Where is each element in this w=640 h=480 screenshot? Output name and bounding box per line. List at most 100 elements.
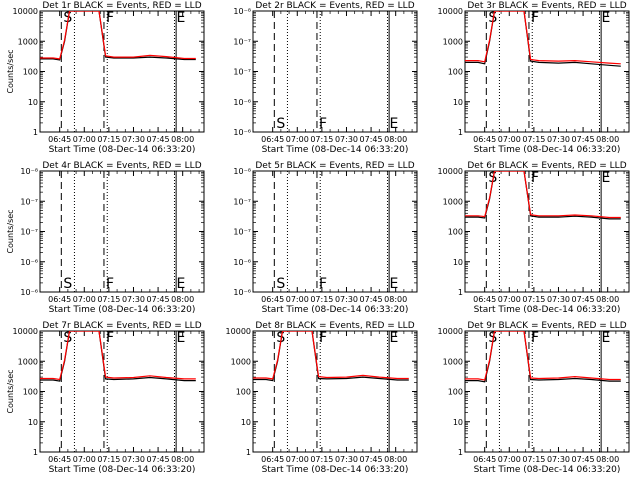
- y-tick-label: 10: [453, 418, 463, 427]
- panel-title: Det 7r BLACK = Events, RED = LLD: [42, 321, 201, 331]
- plot-frame: [39, 10, 205, 133]
- plot-frame: [464, 10, 630, 133]
- y-tick-label: 1000: [443, 37, 463, 46]
- time-marker-label: S: [276, 276, 285, 292]
- y-tick-label: 10000: [438, 167, 463, 176]
- panel-2: Det 2r BLACK = Events, RED = LLD 10⁻⁶ 10⁻⁶…: [233, 1, 418, 155]
- y-tick-label: 10000: [438, 7, 463, 16]
- x-tick-label: 07:15: [97, 135, 120, 144]
- plot-frame: [39, 330, 205, 453]
- x-axis-label: Start Time (08-Dec-14 06:33:20): [262, 465, 409, 475]
- y-tick-label: 100: [23, 68, 38, 77]
- y-tick-label: 10⁻⁷: [233, 37, 251, 46]
- x-tick-label: 07:15: [310, 295, 333, 304]
- time-marker-label: F: [531, 10, 539, 26]
- time-marker-label: S: [276, 116, 285, 132]
- series-line-lld: [465, 11, 621, 65]
- x-axis-label: Start Time (08-Dec-14 06:33:20): [49, 145, 196, 155]
- x-tick-label: 06:45: [473, 295, 496, 304]
- y-tick-label: 10: [453, 98, 463, 107]
- plot-frame: [252, 10, 418, 133]
- x-axis-label: Start Time (08-Dec-14 06:33:20): [49, 305, 196, 315]
- y-tick-label: 100: [448, 228, 463, 237]
- y-tick-label: 10: [28, 418, 38, 427]
- x-tick-label: 08:00: [596, 135, 619, 144]
- time-marker-label: E: [176, 330, 185, 346]
- y-tick-label: 100: [236, 388, 251, 397]
- time-marker-label: E: [176, 276, 185, 292]
- x-tick-label: 07:00: [498, 135, 521, 144]
- x-axis-label: Start Time (08-Dec-14 06:33:20): [474, 145, 621, 155]
- x-tick-label: 07:15: [310, 455, 333, 464]
- time-marker-label: E: [389, 116, 398, 132]
- y-tick-label: 100: [448, 68, 463, 77]
- time-marker-label: F: [106, 330, 114, 346]
- x-tick-label: 08:00: [596, 295, 619, 304]
- time-marker-label: F: [319, 276, 327, 292]
- x-tick-label: 07:45: [572, 135, 595, 144]
- panel-title: Det 1r BLACK = Events, RED = LLD: [42, 1, 201, 11]
- x-tick-label: 07:00: [73, 455, 96, 464]
- series-line-lld: [40, 331, 196, 381]
- series-line-lld: [465, 171, 621, 219]
- panel-title: Det 6r BLACK = Events, RED = LLD: [467, 161, 626, 171]
- y-tick-label: 10: [28, 98, 38, 107]
- y-tick-label: 1: [458, 448, 463, 457]
- y-axis-label: Counts/sec: [6, 49, 15, 93]
- x-tick-label: 08:00: [596, 455, 619, 464]
- x-axis-label: Start Time (08-Dec-14 06:33:20): [262, 305, 409, 315]
- y-tick-label: 1: [458, 288, 463, 297]
- panel-title: Det 5r BLACK = Events, RED = LLD: [255, 161, 414, 171]
- panel-3: Det 3r BLACK = Events, RED = LLD 1 10 100 10…: [438, 1, 630, 155]
- y-tick-label: 10: [453, 258, 463, 267]
- panel-title: Det 9r BLACK = Events, RED = LLD: [467, 321, 626, 331]
- panel-4: Det 4r BLACK = Events, RED = LLD 10⁻⁶ 10⁻⁶…: [6, 161, 205, 315]
- panel-6: Det 6r BLACK = Events, RED = LLD 1 10 100 10…: [438, 161, 630, 315]
- y-tick-label: 1: [458, 128, 463, 137]
- y-tick-label: 10000: [13, 7, 38, 16]
- plot-frame: [252, 170, 418, 293]
- time-marker-label: E: [176, 10, 185, 26]
- x-tick-label: 07:30: [547, 295, 570, 304]
- panel-5: Det 5r BLACK = Events, RED = LLD 10⁻⁶ 10⁻⁶…: [233, 161, 418, 315]
- x-tick-label: 07:45: [360, 295, 383, 304]
- x-tick-label: 07:30: [122, 295, 145, 304]
- y-tick-label: 100: [448, 388, 463, 397]
- x-tick-label: 06:45: [48, 135, 71, 144]
- x-tick-label: 07:15: [522, 295, 545, 304]
- plot-frame: [464, 170, 630, 293]
- y-tick-label: 10⁻⁶: [20, 288, 38, 297]
- panel-1: Det 1r BLACK = Events, RED = LLD 1 10 100 10…: [6, 1, 205, 155]
- y-tick-label: 10000: [226, 327, 251, 336]
- y-tick-label: 10⁻⁷: [233, 68, 251, 77]
- x-tick-label: 06:45: [48, 295, 71, 304]
- x-tick-label: 07:45: [572, 455, 595, 464]
- x-axis-label: Start Time (08-Dec-14 06:33:20): [474, 465, 621, 475]
- y-tick-label: 1: [246, 448, 251, 457]
- y-axis-label: Counts/sec: [6, 209, 15, 253]
- x-axis-label: Start Time (08-Dec-14 06:33:20): [474, 305, 621, 315]
- y-tick-label: 10⁻⁸: [20, 167, 38, 176]
- panel-7: Det 7r BLACK = Events, RED = LLD 1 10 100 10…: [6, 321, 205, 475]
- panel-title: Det 4r BLACK = Events, RED = LLD: [42, 161, 201, 171]
- time-marker-label: E: [389, 330, 398, 346]
- x-tick-label: 08:00: [171, 455, 194, 464]
- x-tick-label: 07:15: [522, 135, 545, 144]
- y-tick-label: 10⁻⁸: [233, 167, 251, 176]
- x-tick-label: 08:00: [171, 135, 194, 144]
- x-tick-label: 07:15: [310, 135, 333, 144]
- x-tick-label: 07:15: [522, 455, 545, 464]
- time-marker-label: F: [106, 10, 114, 26]
- y-tick-label: 10⁻⁷: [20, 228, 38, 237]
- y-tick-label: 10000: [438, 327, 463, 336]
- x-tick-label: 07:00: [286, 455, 309, 464]
- plot-frame: [252, 330, 418, 453]
- y-tick-label: 1000: [443, 357, 463, 366]
- y-tick-label: 1000: [443, 197, 463, 206]
- x-axis-label: Start Time (08-Dec-14 06:33:20): [49, 465, 196, 475]
- panel-9: Det 9r BLACK = Events, RED = LLD 1 10 100 10…: [438, 321, 630, 475]
- x-tick-label: 07:00: [286, 135, 309, 144]
- x-tick-label: 06:45: [473, 455, 496, 464]
- x-tick-label: 07:45: [572, 295, 595, 304]
